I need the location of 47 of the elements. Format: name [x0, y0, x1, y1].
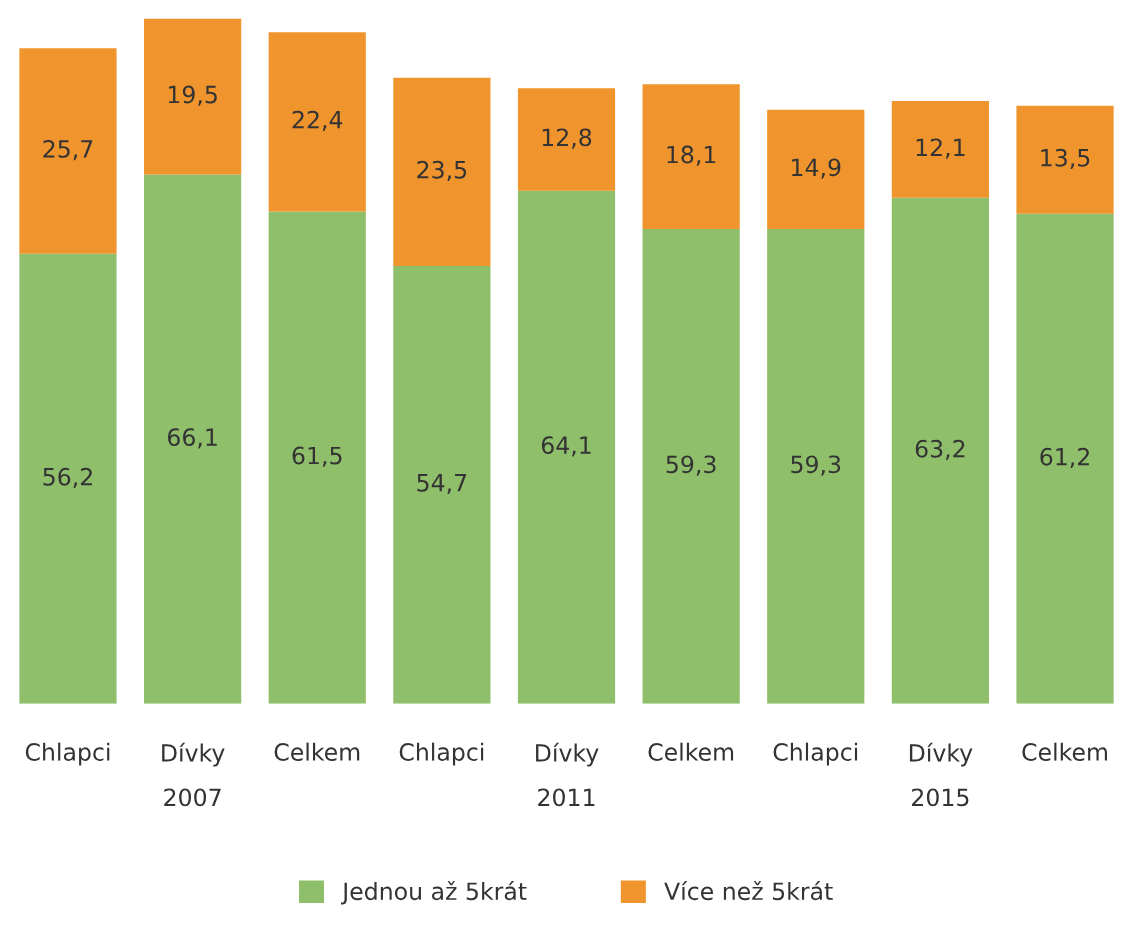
- data-label: 59,3: [791, 455, 841, 476]
- data-label: 63,2: [915, 439, 965, 461]
- data-label: 13,5: [1041, 148, 1090, 170]
- data-label: 12,1: [916, 138, 965, 159]
- data-label: 61,2: [1040, 447, 1089, 469]
- bar: [891, 197, 989, 704]
- bar: [19, 48, 117, 254]
- bar: [393, 77, 491, 266]
- bar: [517, 88, 616, 191]
- data-label: 54,7: [417, 474, 467, 495]
- bar: [767, 229, 865, 704]
- x-tick-label: Celkem: [274, 742, 360, 761]
- bar: [891, 100, 989, 198]
- bar: [642, 84, 740, 230]
- data-label: 25,7: [43, 140, 93, 161]
- bar: [19, 253, 117, 704]
- data-label: 22,4: [292, 110, 343, 132]
- bar: [767, 109, 865, 230]
- legend-label: Jednou až 5krát: [341, 880, 527, 905]
- bar: [517, 190, 616, 704]
- x-tick-label: Celkem: [648, 742, 734, 761]
- legend-label: Více než 5krát: [664, 880, 833, 901]
- data-label: 19,5: [168, 85, 217, 106]
- bar: [1016, 213, 1114, 704]
- data-label: 56,2: [43, 467, 92, 489]
- x-tick-label: Chlapci: [25, 742, 110, 766]
- x-tick-label: Dívky 2007: [162, 742, 225, 807]
- x-tick-label: Celkem: [1022, 742, 1107, 761]
- x-tick-label: Chlapci: [399, 742, 484, 766]
- data-label: 14,9: [792, 158, 841, 179]
- bar: [642, 229, 740, 704]
- data-label: 64,1: [541, 436, 591, 457]
- data-label: 12,8: [542, 128, 592, 149]
- bar: [393, 265, 491, 704]
- data-label: 23,5: [417, 160, 467, 182]
- x-tick-label: Chlapci: [773, 742, 858, 766]
- data-label: 66,1: [167, 428, 217, 449]
- bar: [144, 18, 242, 175]
- bar: [268, 32, 366, 212]
- data-label: 61,5: [292, 446, 342, 467]
- bar: [268, 211, 366, 704]
- bar: [1016, 105, 1114, 214]
- data-label: 59,3: [666, 455, 716, 476]
- data-label: 18,1: [667, 145, 716, 166]
- bar: [144, 174, 242, 704]
- x-tick-label: Dívky 2011: [536, 742, 599, 807]
- x-tick-label: Dívky 2015: [909, 742, 973, 807]
